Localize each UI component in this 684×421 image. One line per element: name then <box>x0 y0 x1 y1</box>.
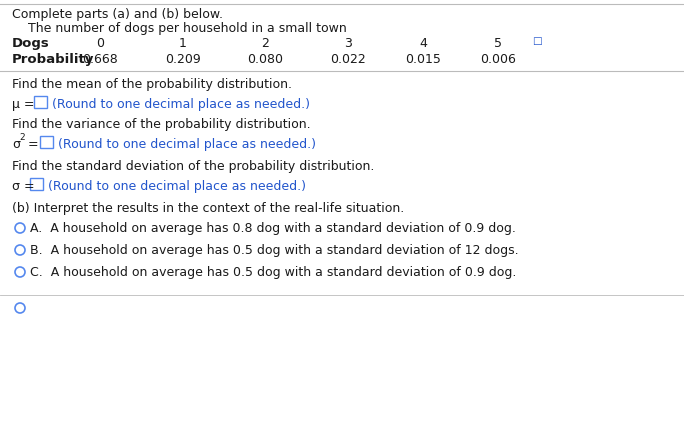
Text: σ: σ <box>12 138 20 151</box>
Text: Dogs: Dogs <box>12 37 50 50</box>
Text: Find the mean of the probability distribution.: Find the mean of the probability distrib… <box>12 78 292 91</box>
Text: 0.022: 0.022 <box>330 53 366 66</box>
Text: Probability: Probability <box>12 53 94 66</box>
Text: B.  A household on average has 0.5 dog with a standard deviation of 12 dogs.: B. A household on average has 0.5 dog wi… <box>30 244 518 257</box>
Text: 0.015: 0.015 <box>405 53 441 66</box>
Text: 2: 2 <box>261 37 269 50</box>
Text: (Round to one decimal place as needed.): (Round to one decimal place as needed.) <box>48 180 306 193</box>
Text: (Round to one decimal place as needed.): (Round to one decimal place as needed.) <box>52 98 310 111</box>
FancyBboxPatch shape <box>30 178 43 190</box>
Text: 0.668: 0.668 <box>82 53 118 66</box>
Text: A.  A household on average has 0.8 dog with a standard deviation of 0.9 dog.: A. A household on average has 0.8 dog wi… <box>30 222 516 235</box>
FancyBboxPatch shape <box>34 96 47 108</box>
Text: The number of dogs per household in a small town: The number of dogs per household in a sm… <box>28 22 347 35</box>
Text: μ =: μ = <box>12 98 38 111</box>
Text: 5: 5 <box>494 37 502 50</box>
Text: Find the variance of the probability distribution.: Find the variance of the probability dis… <box>12 118 311 131</box>
Text: 0.209: 0.209 <box>165 53 201 66</box>
Text: Complete parts (a) and (b) below.: Complete parts (a) and (b) below. <box>12 8 223 21</box>
Text: 0.006: 0.006 <box>480 53 516 66</box>
Text: 3: 3 <box>344 37 352 50</box>
Text: 0: 0 <box>96 37 104 50</box>
Text: =: = <box>24 138 42 151</box>
Text: 1: 1 <box>179 37 187 50</box>
FancyBboxPatch shape <box>40 136 53 148</box>
Text: Find the standard deviation of the probability distribution.: Find the standard deviation of the proba… <box>12 160 374 173</box>
Text: 0.080: 0.080 <box>247 53 283 66</box>
Text: 4: 4 <box>419 37 427 50</box>
Text: □: □ <box>532 36 542 46</box>
Text: σ =: σ = <box>12 180 38 193</box>
Text: 2: 2 <box>19 133 25 142</box>
Text: C.  A household on average has 0.5 dog with a standard deviation of 0.9 dog.: C. A household on average has 0.5 dog wi… <box>30 266 516 279</box>
Text: (Round to one decimal place as needed.): (Round to one decimal place as needed.) <box>58 138 316 151</box>
Text: (b) Interpret the results in the context of the real-life situation.: (b) Interpret the results in the context… <box>12 202 404 215</box>
